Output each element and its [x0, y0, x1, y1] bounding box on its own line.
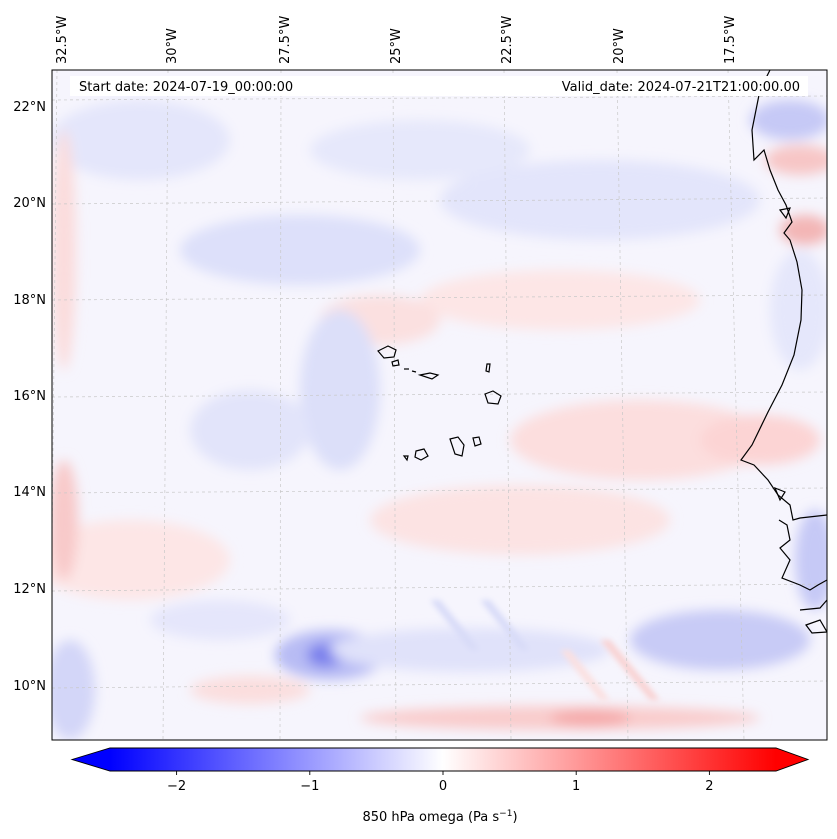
- colorbar-tick-label: 0: [439, 779, 447, 794]
- lat-label: 18°N: [13, 293, 46, 308]
- omega-streaks: [430, 600, 660, 700]
- lon-label: 17.5°W: [723, 16, 738, 64]
- colorbar-label-suffix: ): [512, 810, 517, 825]
- start-date-label: Start date: 2024-07-19_00:00:00: [79, 80, 293, 95]
- colorbar-label-exponent: −1: [499, 809, 512, 819]
- lon-label: 22.5°W: [500, 16, 515, 64]
- lat-label: 20°N: [13, 196, 46, 211]
- lon-label: 20°W: [612, 28, 627, 64]
- lat-label: 14°N: [13, 485, 46, 500]
- coast-detail: [773, 207, 791, 502]
- colorbar-ticks: −2 −1 0 1 2: [167, 771, 714, 794]
- colorbar-tick-label: 1: [572, 779, 580, 794]
- longitude-labels: 32.5°W 30°W 27.5°W 25°W 22.5°W 20°W 17.5…: [55, 16, 738, 64]
- colorbar-gradient: [110, 748, 776, 771]
- colorbar-tick-label: −1: [300, 779, 319, 794]
- graticule: [52, 70, 827, 740]
- colorbar-tick-label: −2: [167, 779, 186, 794]
- lat-label: 10°N: [13, 679, 46, 694]
- valid-date-label: Valid_date: 2024-07-21T21:00:00.00: [562, 80, 800, 95]
- colorbar-tick-label: 2: [705, 779, 713, 794]
- omega-field: [52, 70, 827, 740]
- lon-label: 32.5°W: [55, 16, 70, 64]
- colorbar-label-prefix: 850 hPa omega (Pa s: [362, 810, 499, 825]
- map-frame: [51, 69, 828, 741]
- colorbar-min-extend: [72, 748, 110, 771]
- colorbar-outline: [70, 747, 810, 772]
- latitude-labels: 22°N 20°N 18°N 16°N 14°N 12°N 10°N: [13, 100, 46, 694]
- lon-label: 27.5°W: [278, 16, 293, 64]
- map-header: Start date: 2024-07-19_00:00:00 Valid_da…: [70, 76, 808, 96]
- colorbar: −2 −1 0 1 2 850 hPa omega (Pa s−1): [70, 747, 810, 825]
- african-coastline: [740, 70, 827, 634]
- colorbar-max-extend: [776, 748, 808, 771]
- lon-label: 30°W: [165, 28, 180, 64]
- lat-label: 22°N: [13, 100, 46, 115]
- colorbar-label: 850 hPa omega (Pa s−1): [362, 809, 517, 825]
- lat-label: 12°N: [13, 582, 46, 597]
- omega-contours: [52, 100, 827, 740]
- cape-verde-islands: [377, 345, 502, 462]
- lat-label: 16°N: [13, 389, 46, 404]
- lon-label: 25°W: [389, 28, 404, 64]
